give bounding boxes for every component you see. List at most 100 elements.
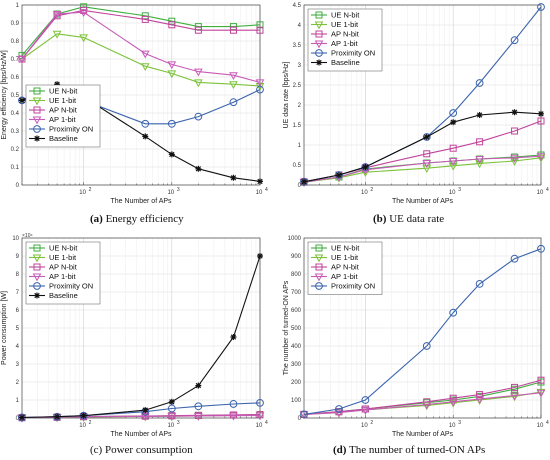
- legend-swatch-marker: [316, 59, 322, 66]
- data-point: [511, 383, 519, 391]
- data-point: [194, 26, 202, 34]
- y-tick-label: 1: [16, 3, 20, 9]
- x-tick-label: 10: [361, 423, 368, 429]
- legend-swatch-marker: [32, 273, 42, 282]
- data-point: [362, 164, 369, 170]
- y-tick-label: 7: [16, 290, 20, 296]
- data-point: [300, 410, 308, 419]
- data-point: [422, 165, 432, 174]
- data-point: [229, 98, 238, 107]
- x-tick-label: 10: [167, 190, 174, 196]
- data-point: [335, 405, 343, 413]
- y-tick-label: 0: [16, 416, 20, 422]
- series-line: [21, 9, 260, 60]
- y-tick-label: 0.1: [11, 165, 20, 171]
- data-point: [79, 34, 88, 43]
- data-point: [168, 17, 176, 25]
- series-proximity-on: [300, 244, 545, 419]
- data-point: [475, 156, 484, 164]
- legend-swatch-marker: [314, 273, 324, 282]
- data-point: [19, 414, 25, 421]
- data-point: [449, 109, 458, 117]
- data-point: [54, 81, 61, 88]
- series-baseline: [301, 109, 544, 185]
- y-tick-label: 8: [16, 272, 20, 278]
- y-tick-label: 200: [291, 380, 302, 386]
- legend-swatch-marker: [314, 254, 324, 263]
- x-tick-label: 10: [537, 423, 544, 429]
- y-tick-label: 500: [291, 326, 302, 332]
- data-point: [194, 112, 203, 121]
- data-point: [140, 50, 150, 59]
- series-line: [21, 6, 261, 56]
- legend-swatch-marker: [33, 87, 41, 95]
- legend-swatch-marker: [315, 49, 323, 57]
- series-line: [303, 392, 542, 415]
- y-axis-label: Power consumption [W]: [1, 291, 8, 365]
- data-point: [537, 376, 545, 384]
- y-tick-label: 100: [291, 398, 302, 404]
- x-tick-exponent: 2: [370, 187, 373, 193]
- series-ue-1-bit: [17, 30, 265, 91]
- data-point: [300, 177, 308, 186]
- x-axis-label: The Number of APs: [392, 431, 454, 438]
- data-point: [18, 96, 26, 105]
- data-point: [140, 63, 150, 72]
- data-point: [142, 133, 149, 140]
- data-point: [536, 154, 546, 163]
- y-tick-label: 900: [291, 254, 302, 260]
- legend-entry: AP 1-bit: [49, 272, 76, 281]
- legend-entry: Proximity ON: [331, 282, 375, 291]
- data-point: [510, 154, 519, 163]
- legend-swatch-marker: [33, 244, 41, 252]
- y-tick-label: 1: [298, 143, 302, 149]
- data-point: [361, 163, 370, 171]
- data-point: [510, 254, 519, 263]
- data-point: [422, 133, 431, 141]
- data-point: [256, 85, 264, 94]
- data-point: [52, 30, 62, 39]
- data-point: [536, 153, 546, 162]
- x-tick-exponent: 4: [265, 187, 268, 193]
- data-point: [537, 117, 545, 125]
- x-tick-exponent: 2: [370, 420, 373, 426]
- legend-swatch-marker: [34, 292, 40, 299]
- y-tick-label: 0.6: [11, 75, 20, 81]
- legend-swatch-marker: [315, 30, 323, 38]
- data-point: [256, 26, 264, 34]
- data-point: [475, 280, 484, 288]
- legend-entry: AP N-bit: [49, 263, 78, 272]
- series-line: [21, 33, 261, 87]
- data-point: [335, 172, 342, 178]
- series-line: [21, 11, 261, 83]
- legend-swatch-marker: [32, 116, 42, 125]
- data-point: [194, 402, 203, 411]
- legend-entry: UE 1-bit: [49, 253, 77, 262]
- data-point: [335, 171, 343, 179]
- data-point: [476, 138, 484, 146]
- data-point: [257, 253, 263, 259]
- data-point: [229, 26, 237, 34]
- y-axis-label: The number of turned-ON APs: [283, 280, 290, 375]
- data-point: [475, 160, 484, 169]
- series-line: [21, 414, 261, 419]
- data-point: [141, 15, 149, 23]
- legend-entry: AP 1-bit: [331, 39, 358, 48]
- legend-entry: UE 1-bit: [331, 253, 359, 262]
- y-tick-label: 3.5: [293, 43, 302, 49]
- caption-a: (a) Energy efficiency: [90, 213, 184, 225]
- x-tick-label: 10: [361, 190, 368, 196]
- data-point: [256, 21, 264, 29]
- data-point: [167, 119, 176, 128]
- data-point: [537, 244, 545, 253]
- legend-entry: AP N-bit: [331, 30, 360, 39]
- data-point: [255, 412, 265, 421]
- legend-entry: AP N-bit: [331, 263, 360, 272]
- y-tick-label: 0: [298, 416, 302, 422]
- legend-entry: AP 1-bit: [49, 115, 76, 124]
- x-tick-label: 10: [449, 190, 456, 196]
